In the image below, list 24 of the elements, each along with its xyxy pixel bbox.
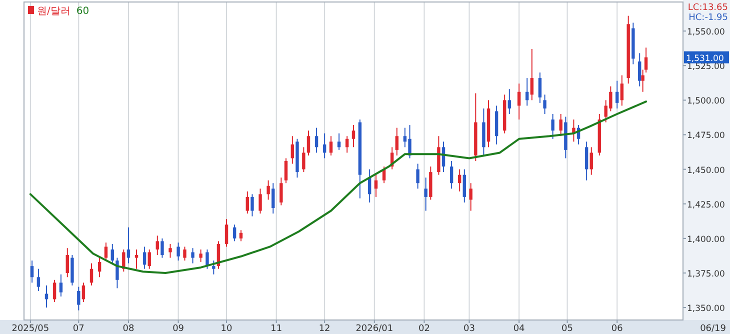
y-tick-label: 1,350.00 [687,304,725,314]
x-tick-label: 12 [318,324,330,334]
legend: 원/달러 60 [28,6,90,17]
y-tick-label: 1,425.00 [687,200,725,210]
x-tick-label: 11 [270,324,282,334]
y-tick-label: 1,400.00 [687,234,725,245]
x-tick-label: 2026/01 [356,324,394,334]
y-tick-label: 1,450.00 [687,166,725,176]
y-tick-label: 1,525.00 [687,62,725,72]
x-tick-label: 03 [464,324,475,334]
x-tick-label: 07 [72,324,84,334]
x-tick-label: 05 [562,324,573,334]
y-tick-label: 1,375.00 [687,269,725,280]
x-tick-label: 02 [418,324,430,334]
y-tick-label: 1,475.00 [687,131,725,142]
y-tick-label: 1,550.00 [687,28,725,38]
x-tick-label: 06 [611,324,624,334]
x-tick-label: 09 [172,324,184,334]
legend-label: 원/달러 [37,6,70,17]
x-tick-label: 04 [513,324,526,334]
y-tick-label: 1,500.00 [687,96,725,107]
x-tick-label: 08 [122,324,134,334]
x-tick-label: 2025/05 [12,324,50,334]
x-tick-label: 10 [220,324,233,334]
